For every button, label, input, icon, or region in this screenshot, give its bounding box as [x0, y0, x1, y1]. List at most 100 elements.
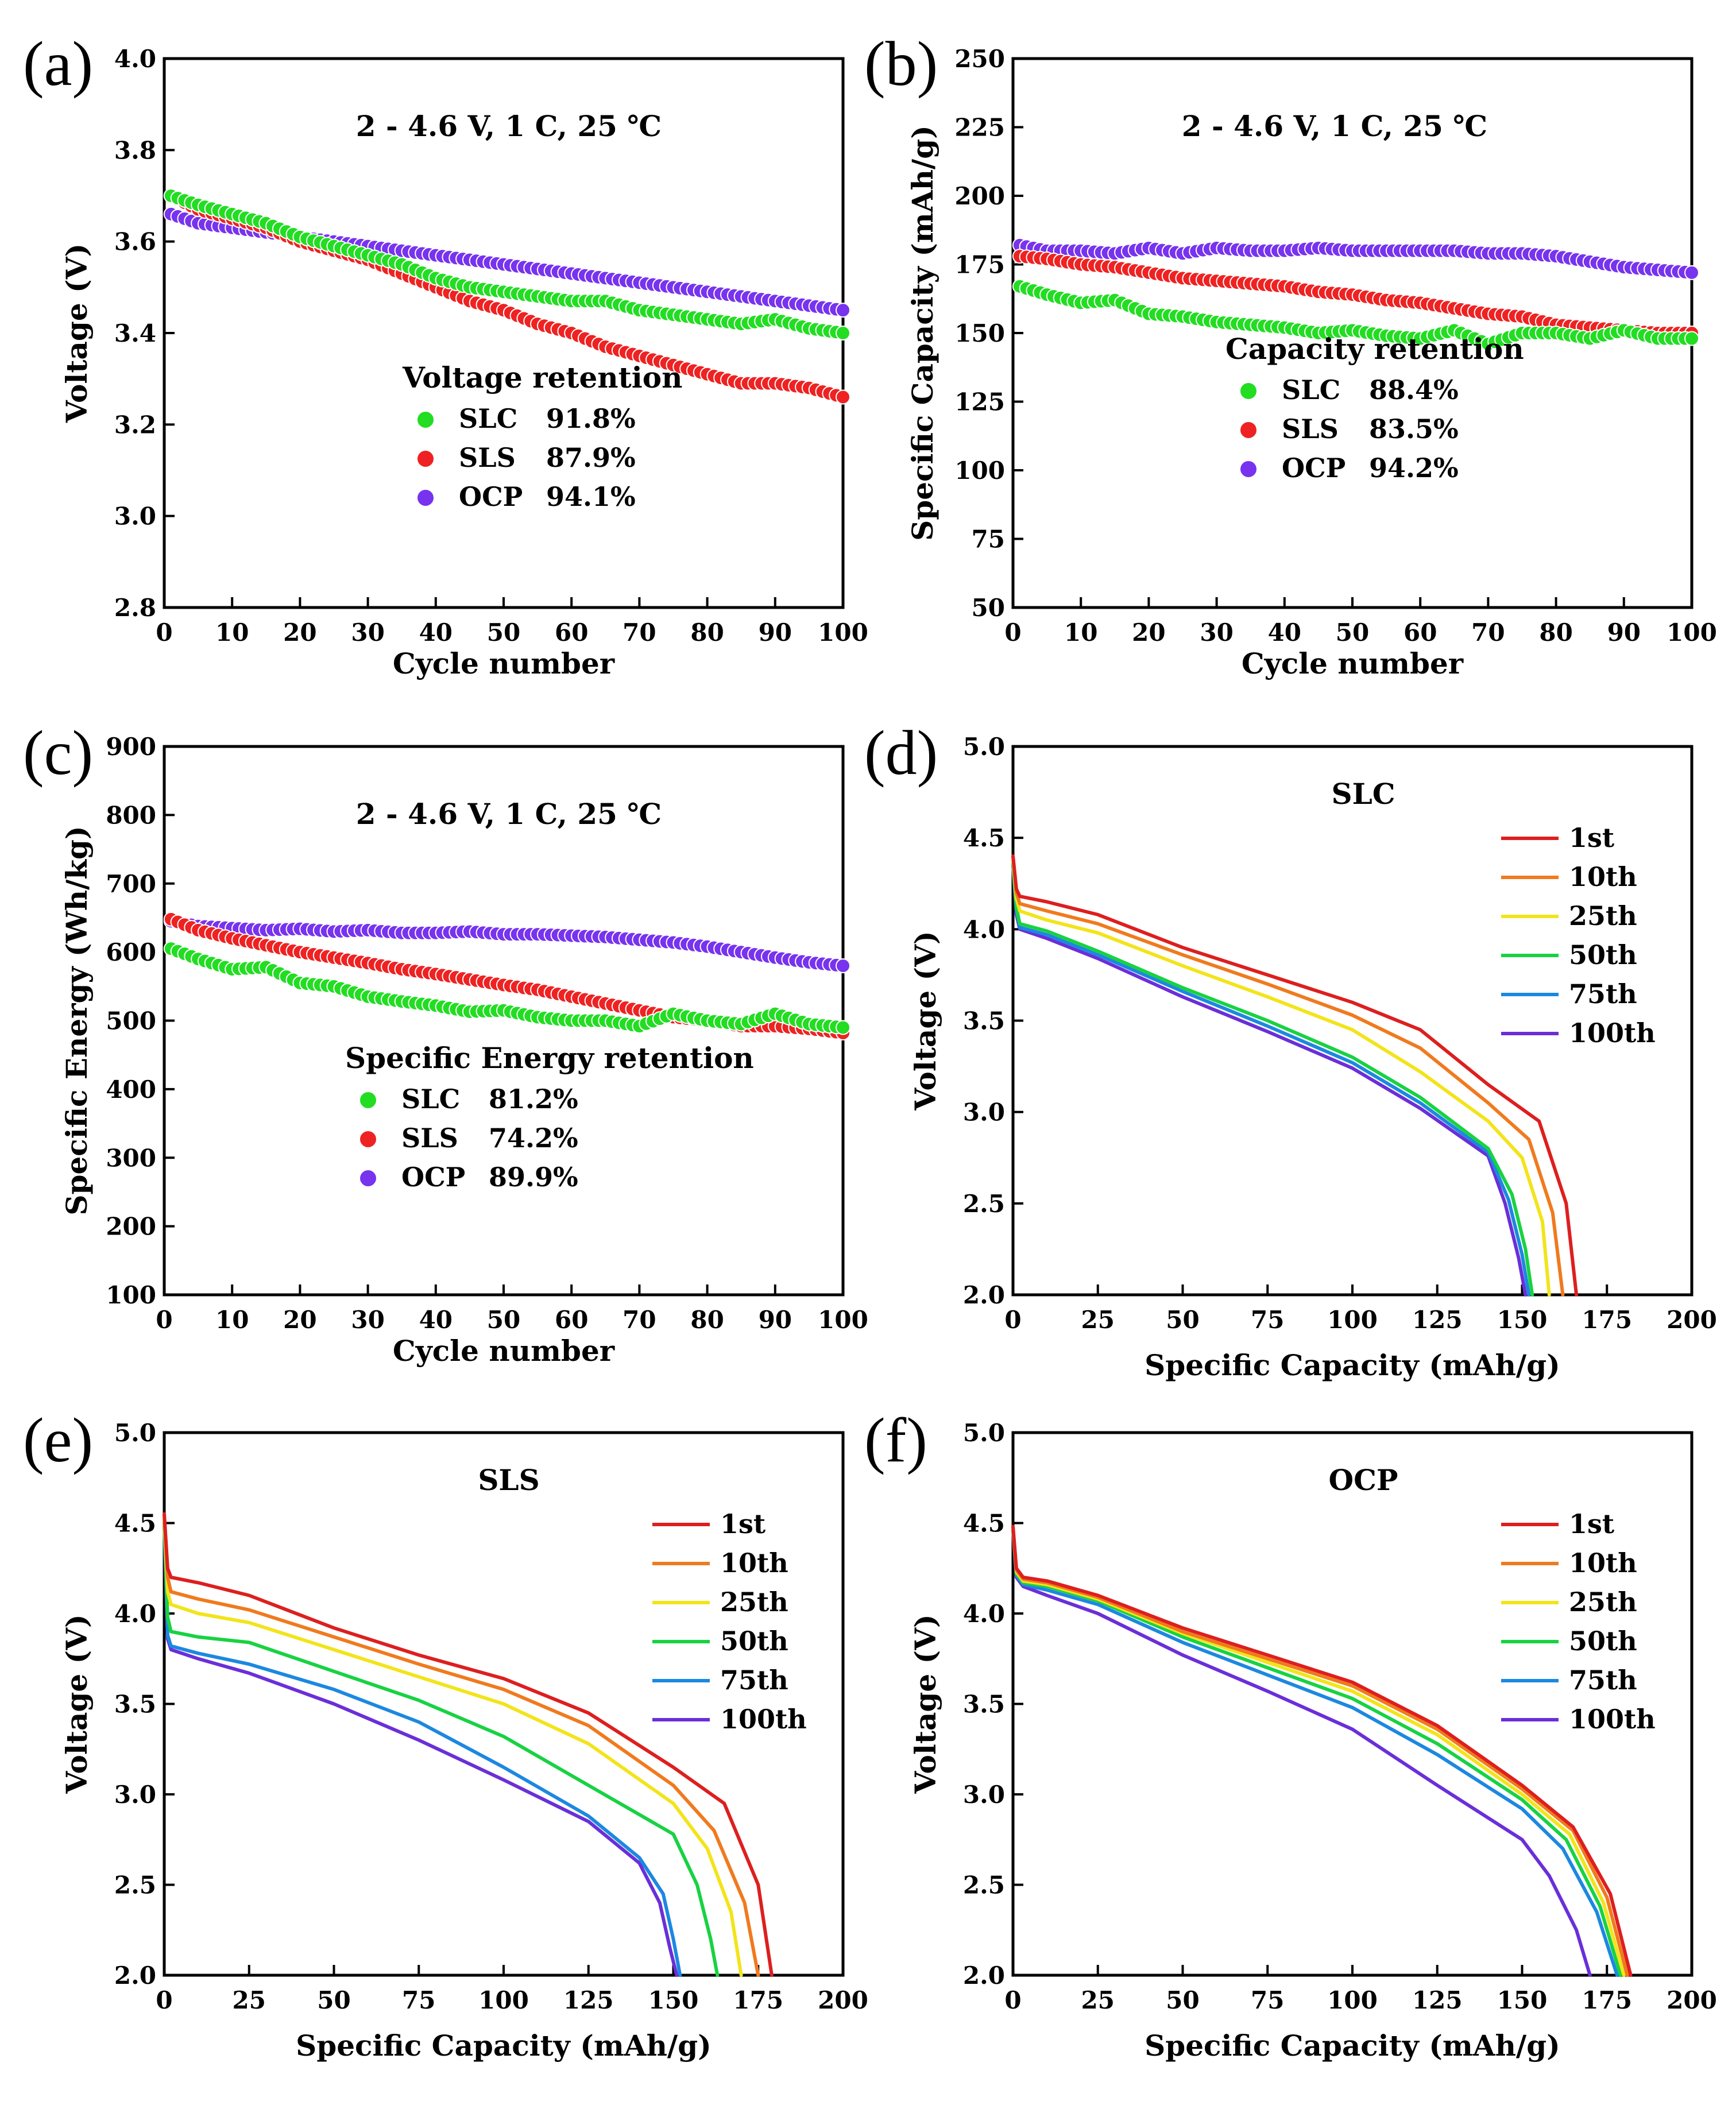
- x-tick-label: 200: [818, 1986, 868, 2014]
- x-tick-label: 200: [1667, 1306, 1717, 1334]
- curve-10th: [1011, 1524, 1629, 1977]
- x-tick-label: 100: [1327, 1306, 1378, 1334]
- x-tick-label: 175: [1582, 1306, 1632, 1334]
- y-axis-label: Voltage (V): [908, 931, 942, 1110]
- y-tick-label: 3.0: [963, 1781, 1005, 1809]
- x-tick-label: 25: [1081, 1986, 1115, 2014]
- y-tick-label: 50: [972, 594, 1005, 622]
- y-tick-label: 125: [954, 388, 1005, 416]
- x-tick-label: 175: [1582, 1986, 1632, 2014]
- series-slc: [163, 188, 850, 340]
- x-tick-label: 30: [1200, 618, 1233, 647]
- legend-retention: 94.1%: [546, 481, 636, 512]
- legend-retention: 94.2%: [1369, 452, 1459, 483]
- panel-f: (f) 0 25 50 75 100 125 150 175 200 2.0 2.5 3.0 3.5 4.0…: [864, 1405, 1717, 2063]
- y-tick-label: 5.0: [963, 1419, 1005, 1447]
- y-tick-label: 900: [106, 733, 156, 761]
- panel-label: (f): [864, 1405, 927, 1475]
- condition-annotation: 2 - 4.6 V, 1 C, 25 ℃: [356, 109, 662, 143]
- x-tick-label: 30: [351, 1306, 384, 1334]
- x-tick-label: 70: [623, 1306, 656, 1334]
- x-tick-label: 75: [1251, 1306, 1284, 1334]
- curve-25th: [163, 1518, 743, 1977]
- data-point: [836, 326, 850, 340]
- curve-50th: [1011, 1526, 1622, 1977]
- x-axis-label: Cycle number: [393, 1334, 615, 1368]
- curve-10th: [1011, 854, 1565, 1297]
- y-tick-label: 75: [972, 525, 1005, 554]
- legend-label: SLS: [401, 1123, 458, 1154]
- panel-label: (a): [23, 29, 93, 99]
- legend-label: 100th: [1569, 1017, 1656, 1048]
- y-tick-label: 5.0: [114, 1419, 156, 1447]
- legend-marker: [359, 1130, 377, 1148]
- y-tick-label: 2.8: [114, 594, 156, 622]
- x-tick-label: 20: [283, 618, 316, 647]
- x-tick-label: 0: [156, 1306, 172, 1334]
- y-tick-label: 3.5: [963, 1007, 1005, 1035]
- series-ocp: [163, 914, 850, 973]
- curve-75th: [1011, 863, 1531, 1297]
- legend-label: 50th: [1569, 939, 1637, 970]
- legend-marker: [1239, 382, 1258, 400]
- x-tick-label: 100: [1667, 618, 1717, 647]
- x-tick-label: 150: [1497, 1306, 1548, 1334]
- y-tick-label: 2.5: [963, 1871, 1005, 1899]
- panel-c: (c) 0 10 20 30 40 50 60 70 80 90 100 100 200 300 400 500…: [23, 718, 868, 1368]
- legend-label: 75th: [1569, 978, 1637, 1009]
- panel-d: (d) 0 25 50 75 100 125 150 175 200 2.0 2.5 3.0 3.5 4.0…: [864, 718, 1717, 1382]
- curve-1st: [1011, 1524, 1633, 1977]
- legend-label: 10th: [720, 1547, 788, 1578]
- legend-marker: [359, 1169, 377, 1187]
- legend-label: OCP: [459, 481, 523, 512]
- legend-marker: [416, 450, 435, 468]
- panel-label: (e): [23, 1405, 93, 1475]
- y-tick-label: 250: [954, 45, 1005, 73]
- x-tick-label: 25: [1081, 1306, 1115, 1334]
- x-tick-label: 40: [419, 1306, 453, 1334]
- panel-label: (d): [864, 718, 938, 788]
- legend-marker: [1239, 460, 1258, 478]
- y-tick-label: 5.0: [963, 733, 1005, 761]
- x-tick-label: 60: [555, 1306, 588, 1334]
- y-axis-label: Specific Energy (Wh/kg): [60, 826, 94, 1215]
- curve-100th: [163, 1521, 679, 1977]
- series-sls: [163, 911, 850, 1040]
- x-tick-label: 175: [733, 1986, 783, 2014]
- x-tick-label: 75: [1251, 1986, 1284, 2014]
- series-slc: [1012, 278, 1699, 352]
- x-tick-label: 10: [1064, 618, 1097, 647]
- y-tick-label: 200: [106, 1213, 156, 1241]
- x-tick-label: 100: [818, 1306, 868, 1334]
- y-axis-label: Voltage (V): [60, 1614, 94, 1794]
- series-ocp: [1012, 238, 1699, 280]
- legend-marker: [359, 1091, 377, 1109]
- y-tick-label: 100: [106, 1281, 156, 1309]
- x-tick-label: 20: [1132, 618, 1165, 647]
- x-axis-label: Specific Capacity (mAh/g): [1145, 1348, 1560, 1382]
- x-axis-label: Specific Capacity (mAh/g): [296, 2029, 712, 2063]
- panel-a: (a) 0 10 20 30 40 50 60 70 80 90 100 2.8 3.0 3.2 3.4 3.6…: [23, 29, 868, 680]
- x-tick-label: 40: [419, 618, 453, 647]
- y-tick-label: 3.5: [963, 1690, 1005, 1719]
- y-axis-label: Specific Capacity (mAh/g): [906, 125, 939, 541]
- curve-10th: [163, 1512, 760, 1977]
- x-tick-label: 70: [623, 618, 656, 647]
- y-tick-label: 3.4: [114, 319, 156, 347]
- y-tick-label: 4.0: [114, 45, 156, 73]
- x-tick-label: 50: [1336, 618, 1369, 647]
- curve-50th: [163, 1521, 720, 1977]
- y-tick-label: 3.0: [114, 502, 156, 531]
- legend-label: 75th: [1569, 1665, 1637, 1696]
- x-tick-label: 0: [1004, 618, 1021, 647]
- legend-label: 1st: [1569, 1508, 1615, 1539]
- legend-label: SLS: [459, 442, 516, 473]
- x-tick-label: 40: [1268, 618, 1301, 647]
- x-tick-label: 125: [1412, 1306, 1463, 1334]
- x-tick-label: 90: [1607, 618, 1641, 647]
- y-tick-label: 4.5: [963, 824, 1005, 852]
- legend-label: 100th: [1569, 1704, 1656, 1735]
- x-tick-label: 80: [690, 1306, 724, 1334]
- series-ocp: [163, 206, 850, 318]
- y-tick-label: 300: [106, 1144, 156, 1172]
